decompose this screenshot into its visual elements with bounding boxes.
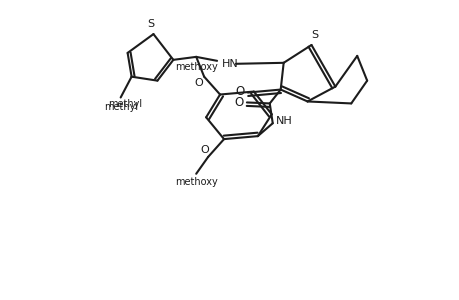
Text: NH: NH bbox=[276, 116, 292, 126]
Text: methyl: methyl bbox=[108, 99, 142, 110]
Text: S: S bbox=[310, 30, 317, 40]
Text: methyl: methyl bbox=[104, 102, 139, 112]
Text: S: S bbox=[146, 19, 154, 29]
Text: O: O bbox=[200, 145, 209, 155]
Text: O: O bbox=[195, 78, 203, 88]
Text: HN: HN bbox=[222, 59, 238, 69]
Text: O: O bbox=[235, 85, 244, 98]
Text: O: O bbox=[234, 96, 243, 109]
Text: methoxy: methoxy bbox=[174, 62, 217, 72]
Text: methoxy: methoxy bbox=[174, 177, 217, 187]
